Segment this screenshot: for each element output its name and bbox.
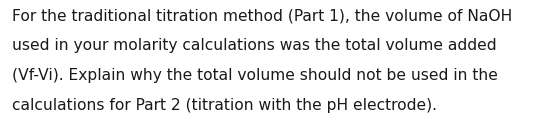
Text: used in your molarity calculations was the total volume added: used in your molarity calculations was t… xyxy=(12,38,497,53)
Text: (Vf-Vi). Explain why the total volume should not be used in the: (Vf-Vi). Explain why the total volume sh… xyxy=(12,68,498,83)
Text: calculations for Part 2 (titration with the pH electrode).: calculations for Part 2 (titration with … xyxy=(12,98,437,113)
Text: For the traditional titration method (Part 1), the volume of NaOH: For the traditional titration method (Pa… xyxy=(12,9,513,24)
